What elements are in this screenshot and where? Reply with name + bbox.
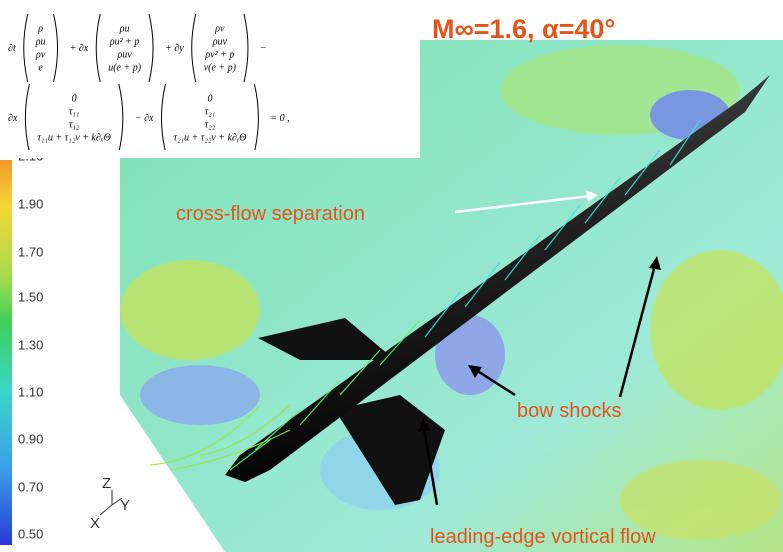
equation-entry: ρ: [37, 24, 43, 35]
colorbar-label: 1.90: [18, 196, 43, 211]
axis-label: Z: [102, 475, 111, 492]
axis-label: X: [90, 515, 100, 532]
equation-entry: ρv: [214, 24, 225, 35]
colorbar-label: 0.90: [18, 431, 43, 446]
annotation: bow shocks: [517, 400, 622, 422]
equation-entry: ρu² + p: [109, 37, 140, 48]
equation-entry: ρuv: [116, 50, 132, 61]
colorbar-label: 0.70: [18, 479, 43, 494]
equation-entry: τ₂₁: [205, 107, 216, 118]
equation-operator: −: [260, 43, 267, 54]
equation-entry: τ₁₁: [69, 107, 80, 118]
equation-entry: ρu: [35, 37, 46, 48]
equation-entry: 0: [207, 94, 212, 105]
equation-entry: τ₂₂: [205, 120, 216, 131]
equation-entry: τ₁₂: [69, 120, 80, 131]
equation-entry: ρuv: [212, 37, 228, 48]
equation-entry: e: [38, 63, 43, 74]
equation-entry: 0: [72, 94, 77, 105]
equation-operator: − ∂x: [135, 113, 154, 124]
annotation: leading-edge vortical flow: [430, 526, 656, 548]
colorbar-label: 1.30: [18, 337, 43, 352]
colorbar: [0, 160, 12, 545]
equation-box-edge: [0, 150, 420, 158]
colorbar-label: 0.50: [18, 526, 43, 541]
equation-operator: ∂x: [8, 113, 18, 124]
equation-entry: ρv² + p: [204, 50, 234, 61]
equation-entry: τ₂₁u + τ₂₂v + k∂ᵧΘ: [173, 133, 246, 144]
equation-entry: v(e + p): [204, 63, 237, 74]
page: {"title": "M∞=1.6, α=40°", "colorbar": {…: [0, 0, 783, 552]
colorbar-label: 1.10: [18, 384, 43, 399]
colorbar-label: 1.50: [18, 289, 43, 304]
title: M∞=1.6, α=40°: [432, 14, 615, 44]
axis-label: Y: [120, 497, 130, 514]
annotation: cross-flow separation: [176, 203, 365, 225]
equation-entry: ρu: [119, 24, 130, 35]
equation-operator: + ∂x: [70, 43, 89, 54]
equation-operator: + ∂y: [165, 43, 184, 54]
equation-operator: = 0 ,: [270, 113, 289, 124]
equation-operator: ∂t: [8, 43, 16, 54]
colorbar-label: 1.70: [18, 244, 43, 259]
equation-entry: ρv: [35, 50, 46, 61]
visualization: ∂t ρ ρu ρv e + ∂x ρu ρu² + p ρuv u(e + p) + ∂y ρv ρu…: [0, 0, 783, 552]
equation-entry: u(e + p): [108, 63, 142, 74]
equation-entry: τ₁₁u + τ₁₂v + k∂ₓΘ: [37, 133, 110, 144]
